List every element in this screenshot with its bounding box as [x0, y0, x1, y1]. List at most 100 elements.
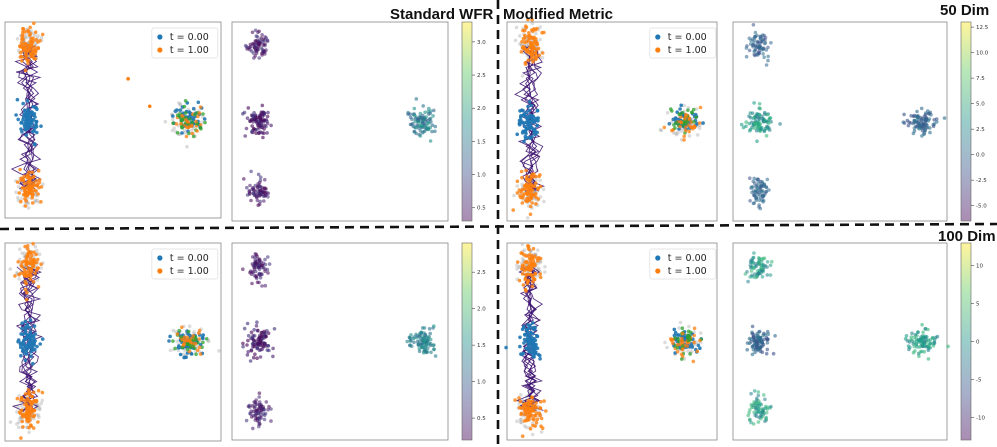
t0-points-point [31, 130, 35, 134]
colored-cluster-right-point [415, 334, 419, 338]
colored-cluster-upper-point [260, 263, 265, 268]
t1-points-point [528, 407, 533, 411]
t0-points-point [527, 350, 531, 354]
t1-points-point [680, 344, 685, 348]
colored-cluster-upper-point [757, 258, 762, 263]
t1-points-point [183, 111, 188, 115]
colored-cluster-middle-point [745, 347, 749, 352]
colored-cluster-right-point [912, 335, 917, 340]
t1-points-point [31, 261, 36, 266]
colored-cluster-right-point [925, 125, 930, 130]
colored-cluster-lower-point [258, 178, 263, 183]
colored-cluster-right-point [409, 339, 413, 343]
colored-cluster-upper-point [748, 275, 752, 279]
t1-points-point [30, 193, 35, 197]
panel-mod50_color: -5.0 -2.5 0.0 2.5 5.0 7.5 10.0 12.5 [732, 21, 989, 222]
colored-cluster-right-point [912, 344, 917, 349]
t0-points-point [201, 333, 205, 337]
t1-points-point [197, 345, 202, 350]
colored-cluster-middle-point [762, 337, 766, 342]
colored-cluster-lower-point [263, 411, 268, 416]
colored-cluster-right-point [931, 124, 936, 129]
t1-points-point [532, 254, 537, 258]
t1-points-point [23, 197, 27, 201]
legend-label-t1: t = 1.00 [170, 45, 209, 56]
t1-points-point [26, 273, 30, 278]
t0-points-point [21, 346, 25, 350]
t0-points-point [518, 344, 522, 349]
colored-cluster-right-point [409, 333, 413, 337]
t0-points-point [528, 123, 532, 127]
t1-points-point [27, 33, 32, 38]
t0-points [504, 321, 542, 361]
colored-cluster-lower-point [258, 175, 263, 179]
colored-cluster-right-point [942, 116, 947, 120]
gray-sample-point [518, 264, 522, 269]
t1-points-point [537, 174, 541, 179]
colored-cluster-lower-point [754, 405, 758, 410]
colored-cluster-lower-point [756, 393, 761, 398]
t1-points-point [186, 342, 190, 347]
colored-cluster-lower-point [257, 424, 261, 429]
colorbar: -5.0 -2.5 0.0 2.5 5.0 7.5 10.0 12.5 [960, 21, 989, 222]
legend-marker-t0 [655, 34, 661, 40]
colored-cluster-lower-point [755, 410, 760, 414]
t1-points-point [197, 337, 201, 341]
colored-cluster-middle [241, 320, 277, 363]
colored-cluster-lower-point [760, 179, 764, 184]
colored-cluster-middle-point [262, 329, 267, 334]
t0-points-point [191, 106, 196, 111]
colored-cluster-upper-point [253, 54, 257, 58]
colored-cluster-middle-point [243, 134, 247, 138]
t1-points-point [544, 409, 548, 413]
t0-points-point [31, 340, 36, 345]
gray-sample-point [697, 126, 702, 130]
t1-points-point [25, 396, 30, 401]
t0-points-point [171, 114, 175, 118]
colored-cluster-middle-point [265, 121, 270, 126]
colored-cluster-lower-point [760, 189, 765, 193]
colored-cluster-upper-point [266, 255, 270, 259]
colored-cluster-right-point [432, 347, 436, 352]
colored-cluster-right-point [915, 345, 919, 349]
colored-cluster-middle-point [258, 130, 263, 134]
colored-cluster-upper-point [763, 41, 768, 45]
colored-cluster-upper-point [263, 267, 267, 272]
colorbar-tick-label: -2.5 [976, 178, 987, 184]
colored-cluster-lower-point [266, 195, 270, 199]
t1-points-point [688, 352, 692, 356]
colored-cluster-lower-point [242, 177, 246, 181]
t1-points-point [532, 404, 537, 408]
colored-cluster-right-point [905, 118, 910, 123]
colored-cluster-middle-point [262, 111, 267, 115]
t0-points-point [21, 348, 25, 353]
legend-box [151, 248, 219, 280]
colored-cluster-right-point [920, 322, 924, 327]
colored-cluster-right-point [915, 109, 919, 114]
t1-points-point [38, 178, 42, 182]
colored-cluster-lower-point [252, 188, 257, 193]
colored-cluster-middle-point [759, 125, 764, 130]
colored-cluster-lower-point [258, 403, 262, 408]
t1-points-point [28, 404, 32, 409]
colored-cluster-right-point [917, 338, 921, 343]
t1-points-point [542, 399, 546, 403]
colored-cluster-upper-point [753, 275, 758, 280]
colored-cluster-lower-point [747, 411, 751, 415]
t1-points-point [675, 345, 680, 350]
t1-points-point [680, 331, 685, 336]
colored-cluster-lower-point [266, 191, 271, 196]
colored-cluster-lower-point [256, 172, 261, 177]
colored-cluster-lower-point [755, 396, 759, 401]
gray-sample-point [24, 35, 29, 40]
colored-cluster-lower-point [758, 195, 762, 200]
legend-label-t0: t = 0.00 [170, 253, 209, 264]
gray-sample-point [163, 119, 168, 124]
colored-cluster-upper [241, 252, 272, 288]
t1-points-point [24, 407, 29, 411]
t0-points-point [16, 339, 20, 344]
t0-points-point [690, 345, 695, 349]
t1-points-point [36, 266, 40, 270]
t0-points-point [180, 131, 184, 135]
t1-points-point [196, 114, 200, 119]
